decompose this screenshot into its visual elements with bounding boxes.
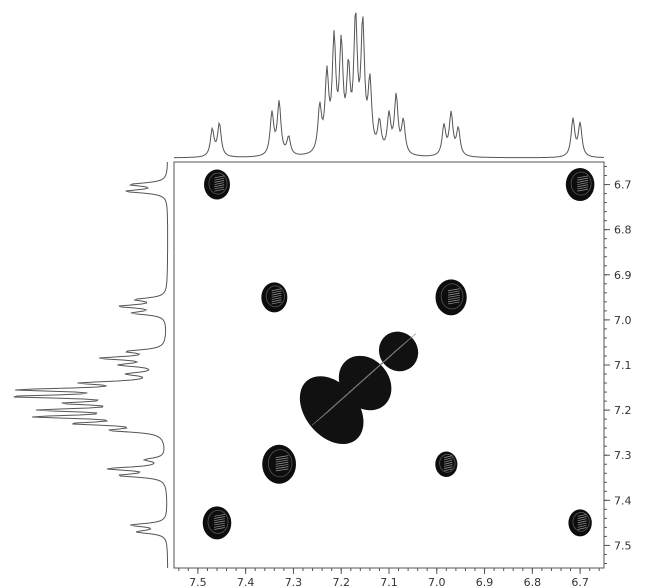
y-tick-label: 6.9 [614,269,632,282]
x-tick-label: 6.8 [524,576,542,586]
y-tick-label: 7.2 [614,404,632,417]
cross-peak [435,279,467,316]
contour-plot [202,168,595,540]
y-tick-label: 7.1 [614,359,632,372]
y-tick-label: 7.4 [614,494,632,507]
y-tick-label: 6.8 [614,224,632,237]
cross-peak [435,451,458,477]
x-tick-label: 7.1 [380,576,398,586]
x-tick-label: 7.4 [237,576,255,586]
x-tick-label: 7.5 [189,576,207,586]
x-tick-label: 6.7 [571,576,589,586]
y-tick-label: 7.5 [614,539,632,552]
x-axis: 7.5 7.4 7.3 7.2 7.1 7.0 6.9 6.8 6.7 [178,568,600,586]
y-tick-label: 6.7 [614,179,632,192]
left-1d-spectrum [13,162,169,568]
y-tick-label: 7.3 [614,449,632,462]
top-1d-spectrum [173,12,605,159]
x-tick-label: 7.3 [285,576,303,586]
x-tick-label: 6.9 [476,576,494,586]
y-tick-label: 7.0 [614,314,632,327]
cross-peak [568,509,592,537]
x-tick-label: 7.0 [428,576,446,586]
x-tick-label: 7.2 [332,576,350,586]
cross-peak [204,169,230,200]
y-axis: 6.7 6.8 6.9 7.0 7.1 7.2 7.3 7.4 7.5 [604,166,632,564]
cross-peak [261,282,288,313]
cross-peak [262,444,297,484]
diagonal-peak-cluster [299,331,419,444]
cross-peak [565,168,595,202]
cross-peak [202,506,232,540]
